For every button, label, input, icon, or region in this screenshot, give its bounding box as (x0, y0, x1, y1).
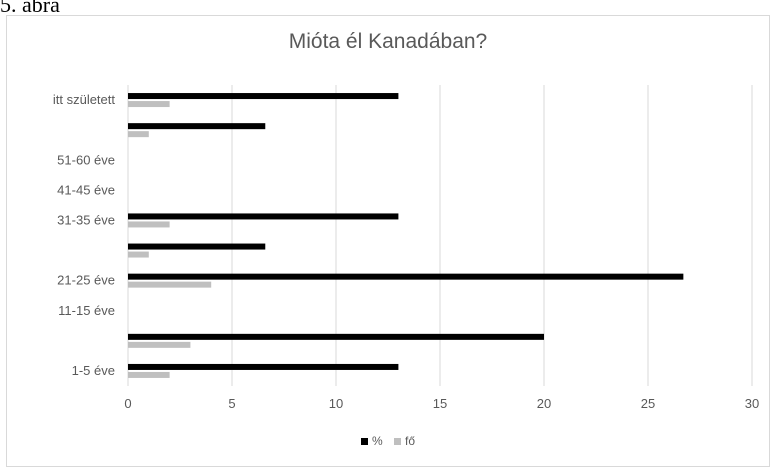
bar-pct (128, 243, 266, 250)
x-tick-label: 30 (745, 396, 759, 411)
bar-fo (128, 131, 149, 138)
chart-title: Mióta él Kanadában? (288, 30, 488, 53)
x-tick-labels: 0 5 10 15 20 25 30 (124, 396, 759, 411)
bar-fo (128, 341, 191, 348)
bar-fo (128, 221, 170, 228)
legend-item-fo: fő (394, 434, 415, 448)
bar-fo (128, 101, 170, 108)
bar-pct (128, 213, 399, 220)
category-label: 41-45 éve (57, 182, 115, 197)
figure-caption: 5. ábra (0, 0, 60, 17)
x-tick-label: 5 (228, 396, 235, 411)
x-tick-label: 10 (329, 396, 343, 411)
bar-pct (128, 363, 399, 370)
bar-pct (128, 273, 684, 280)
category-label: 31-35 éve (57, 212, 115, 227)
x-tick-label: 0 (124, 396, 131, 411)
gridlines (127, 85, 753, 386)
category-label: 21-25 éve (57, 273, 115, 288)
x-tick-label: 20 (537, 396, 551, 411)
bar-fo (128, 371, 170, 378)
bar-pct (128, 123, 266, 130)
legend-label-fo: fő (405, 434, 416, 448)
legend-swatch-fo (394, 438, 401, 446)
category-labels: 1-5 éve 11-15 éve 21-25 éve 31-35 éve 41-45 … (53, 92, 116, 378)
category-label: itt született (53, 92, 116, 107)
legend-item-pct: % (360, 434, 383, 448)
x-tick-label: 15 (433, 396, 447, 411)
bars (128, 93, 684, 378)
legend-swatch-pct (360, 438, 368, 446)
chart-frame (6, 15, 770, 467)
bar-fo (128, 251, 149, 258)
category-label: 1-5 éve (72, 363, 115, 378)
legend: % fő (0, 434, 776, 448)
bar-pct (128, 333, 544, 340)
legend-label-pct: % (371, 434, 383, 448)
category-label: 11-15 éve (58, 303, 115, 318)
bar-fo (128, 281, 212, 288)
category-label: 51-60 éve (57, 152, 115, 167)
bar-pct (128, 93, 399, 100)
x-tick-label: 25 (641, 396, 655, 411)
